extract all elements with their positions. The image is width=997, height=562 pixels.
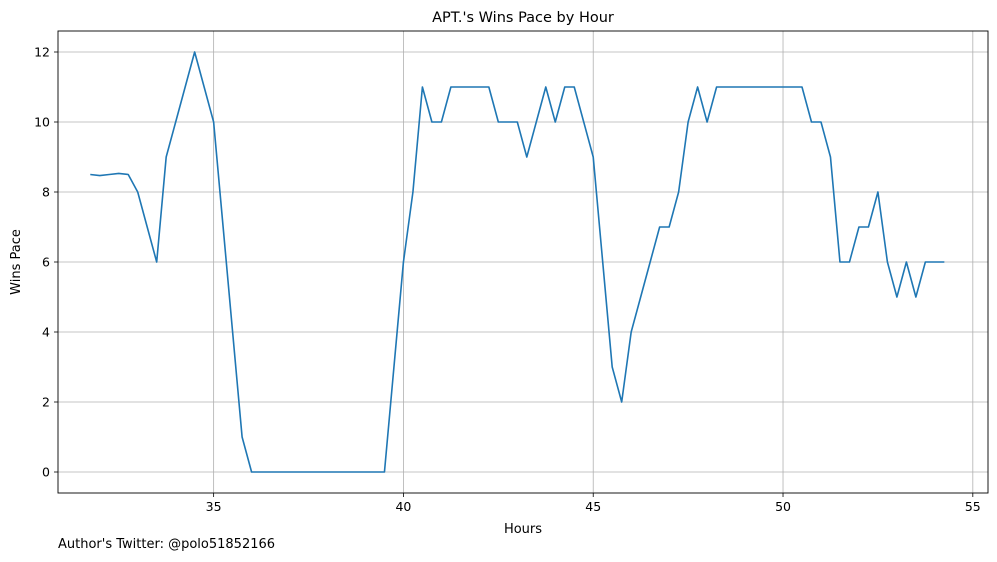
series-line	[90, 51, 945, 473]
y-tick-label: 6	[42, 255, 50, 270]
y-tick-label: 2	[42, 395, 50, 410]
chart-title: APT.'s Wins Pace by Hour	[432, 10, 614, 26]
y-tick-label: 8	[42, 185, 50, 200]
x-tick-label: 55	[965, 499, 981, 514]
x-tick-label: 35	[206, 499, 222, 514]
y-tick-label: 4	[42, 325, 50, 340]
y-tick-label: 12	[34, 45, 50, 60]
y-axis-label: Wins Pace	[9, 229, 24, 295]
y-tick-label: 10	[34, 115, 50, 130]
tick-layer: 35 40 45 50 55 0 2 4 6 8 10 12	[34, 45, 981, 515]
x-tick-label: 50	[775, 499, 791, 514]
x-tick-label: 40	[395, 499, 411, 514]
y-tick-label: 0	[42, 465, 50, 480]
x-axis-label: Hours	[504, 522, 542, 537]
x-tick-label: 45	[585, 499, 601, 514]
author-note: Author's Twitter: @polo51852166	[58, 537, 276, 552]
